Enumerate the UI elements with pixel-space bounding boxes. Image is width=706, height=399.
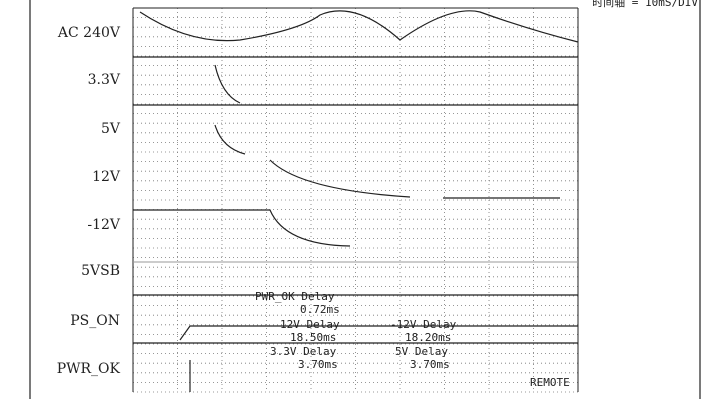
scope-grid [133,8,578,392]
screenshot: 时间轴 = 10mS/DIV AC 240V 3.3V 5V 12V -12V 5VSB P… [0,0,706,399]
channel-label: -12V [87,217,121,233]
annotation: 3.70ms [410,358,450,371]
status: REMOTE [530,376,570,389]
annotation: 5V Delay [395,345,448,358]
channel-label: AC 240V [57,25,121,41]
channel-label: 5VSB [81,263,120,279]
annotations: PWR_OK Delay 0.72ms 12V Delay 18.50ms -1… [255,290,570,389]
channel-label: 5V [101,121,121,137]
time-scale: 时间轴 = 10mS/DIV [592,0,698,9]
annotation: 12V Delay [280,318,340,331]
wave-m12v [133,210,350,246]
wave-5v [215,125,245,154]
ac-wave [140,11,578,42]
annotation: 18.50ms [290,331,336,344]
channel-label: 12V [92,169,121,185]
wave-ps-on [180,326,578,340]
annotation: PWR_OK Delay [255,290,335,303]
channel-label: 3.3V [88,72,121,88]
annotation: 3.70ms [298,358,338,371]
annotation: 3.3V Delay [270,345,337,358]
annotation: -12V Delay [390,318,457,331]
annotation: 18.20ms [405,331,451,344]
channel-labels: AC 240V 3.3V 5V 12V -12V 5VSB PS_ON PWR_OK [57,25,121,377]
wave-3v3 [215,65,240,103]
channel-label: PWR_OK [57,361,121,377]
wave-12v [270,160,560,198]
channel-label: PS_ON [70,313,120,329]
annotation: 0.72ms [300,303,340,316]
